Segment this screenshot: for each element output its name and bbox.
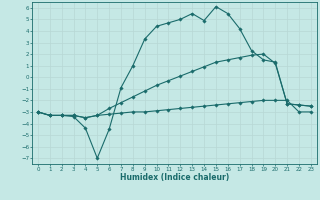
X-axis label: Humidex (Indice chaleur): Humidex (Indice chaleur) [120,173,229,182]
